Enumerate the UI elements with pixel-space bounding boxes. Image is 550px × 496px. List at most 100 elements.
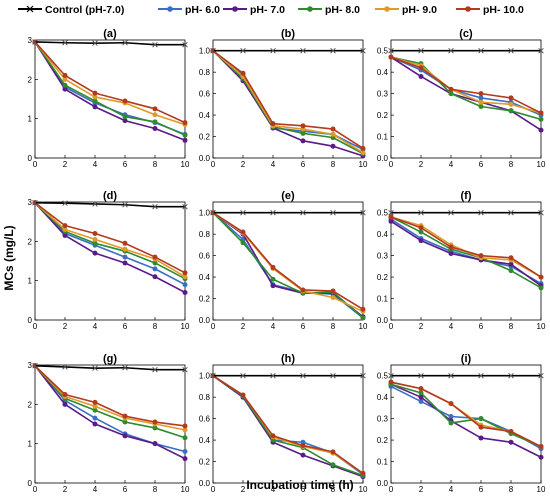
data-point (418, 386, 424, 392)
data-point (122, 364, 128, 371)
series-line (212, 212, 364, 319)
series-ph-10-0 (388, 214, 544, 280)
panel-b: 0 2 4 6 8 10 0.0 0.2 0.4 0.6 0.8 1.0 (b) (199, 28, 368, 169)
y-tick-label: 3 (28, 361, 33, 370)
data-point (270, 372, 276, 379)
data-point (418, 372, 424, 379)
series-line (212, 50, 364, 154)
y-tick-label: 0 (28, 479, 33, 488)
data-point (508, 209, 514, 216)
data-point (418, 47, 424, 54)
data-point (122, 246, 128, 252)
y-tick-label: 0.8 (199, 230, 211, 239)
data-point (122, 98, 128, 104)
series-ph-10-0 (388, 54, 544, 116)
x-tick-label: 6 (301, 160, 306, 169)
series-line (212, 50, 364, 150)
data-point (62, 200, 68, 206)
data-point (240, 209, 246, 216)
data-point (448, 401, 454, 407)
panel-i: 0 2 4 6 8 10 0.0 0.1 0.2 0.3 0.4 0.5 (i) (377, 353, 546, 494)
panel-c: 0 2 4 6 8 10 0.0 0.1 0.2 0.3 0.4 0.5 (c) (377, 28, 546, 169)
data-point (388, 372, 394, 379)
data-point (508, 429, 514, 435)
series-line (390, 216, 542, 289)
data-point (92, 403, 98, 409)
x-tick-label: 2 (241, 322, 246, 331)
series-line (212, 212, 364, 319)
x-tick-label: 4 (271, 160, 276, 169)
data-point (270, 264, 276, 270)
data-point (330, 294, 336, 300)
panel-f: 0 2 4 6 8 10 0.0 0.1 0.2 0.3 0.4 0.5 (f) (377, 190, 546, 331)
y-tick-label: 0.2 (377, 273, 389, 282)
series-line (34, 41, 185, 46)
y-tick-label: 0.4 (377, 68, 389, 77)
x-axis-title: Incubation time (h) (246, 478, 353, 492)
series-control-ph-7-0 (32, 200, 188, 210)
legend-marker (232, 6, 238, 12)
series-ph-10-0 (210, 48, 366, 151)
x-tick-label: 2 (63, 160, 68, 169)
series-line (34, 202, 186, 274)
y-tick-label: 0.4 (199, 273, 211, 282)
legend-label: pH- 8.0 (325, 4, 360, 16)
series-ph-10-0 (32, 39, 188, 126)
y-tick-label: 0.1 (377, 295, 389, 304)
x-tick-label: 6 (123, 160, 128, 169)
x-tick-label: 4 (271, 485, 276, 494)
data-point (62, 232, 68, 238)
data-point (300, 372, 306, 379)
legend-marker (307, 6, 313, 12)
data-point (92, 421, 98, 427)
x-tick-label: 6 (123, 322, 128, 331)
data-point (300, 130, 306, 136)
x-tick-label: 0 (389, 485, 394, 494)
data-point (270, 47, 276, 54)
series-line (34, 365, 186, 427)
data-point (122, 413, 128, 419)
data-point (62, 82, 68, 88)
series-line (390, 56, 542, 131)
x-tick-label: 2 (419, 160, 424, 169)
data-point (508, 261, 514, 267)
series-line (34, 365, 186, 439)
x-tick-label: 10 (359, 160, 368, 169)
data-point (240, 392, 246, 398)
data-point (92, 407, 98, 413)
series-ph-10-0 (32, 363, 188, 429)
plot-frame (212, 201, 364, 321)
y-tick-label: 0.2 (377, 436, 389, 445)
data-point (538, 116, 544, 122)
y-tick-label: 0.0 (199, 154, 211, 163)
data-point (62, 86, 68, 92)
panel-label: (b) (281, 28, 295, 40)
data-point (62, 72, 68, 78)
data-point (418, 238, 424, 244)
data-point (152, 126, 158, 131)
data-point (152, 274, 158, 280)
series-ph-7-0 (32, 39, 188, 143)
x-tick-label: 2 (63, 322, 68, 331)
x-tick-label: 4 (93, 322, 98, 331)
data-point (538, 285, 544, 291)
data-point (508, 268, 514, 274)
data-point (182, 289, 188, 295)
data-point (478, 95, 484, 101)
data-point (388, 54, 394, 60)
data-point (538, 372, 544, 379)
data-point (448, 244, 454, 250)
series-ph-8-0 (32, 200, 188, 282)
series-line (34, 364, 185, 371)
panel-label: (a) (103, 28, 117, 40)
data-point (152, 254, 158, 260)
data-point (360, 150, 366, 156)
series-ph-6-0 (210, 48, 366, 152)
series-control-ph-7-0 (388, 209, 544, 216)
data-point (538, 274, 544, 280)
data-point (478, 99, 484, 105)
legend-marker (384, 6, 390, 12)
data-point (330, 288, 336, 294)
x-tick-label: 4 (271, 322, 276, 331)
